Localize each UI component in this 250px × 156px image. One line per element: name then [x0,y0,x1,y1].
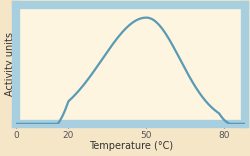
X-axis label: Temperature (°C): Temperature (°C) [89,141,173,151]
Y-axis label: Activity units: Activity units [5,32,15,96]
